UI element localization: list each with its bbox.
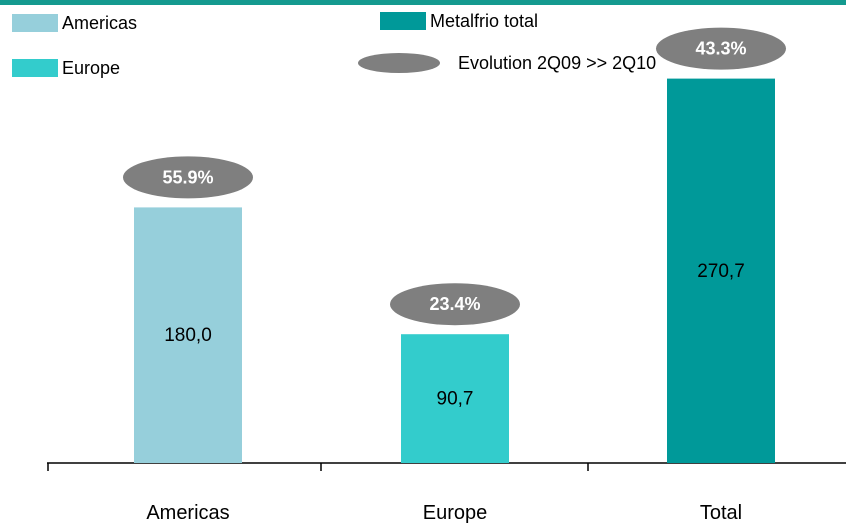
evolution-badge-total [656,27,786,70]
legend-ellipse-evolution [358,53,440,73]
legend-label-europe: Europe [62,58,121,78]
value-label-americas: 180,0 [164,325,212,346]
top-rule [0,0,846,5]
legend-swatch-americas [12,14,58,32]
value-label-total: 270,7 [697,261,745,282]
bar-total [667,78,775,463]
evolution-label-total: 43.3% [695,39,746,59]
evolution-label-europe: 23.4% [429,294,480,314]
bar-europe [401,334,509,463]
legend-swatch-europe [12,59,58,77]
value-label-europe: 90,7 [437,389,474,410]
legend-swatch-metalfrio-total [380,12,426,30]
legend-label-evolution: Evolution 2Q09 >> 2Q10 [458,53,657,73]
evolution-badge-europe [390,283,520,326]
bar-americas [134,207,242,463]
evolution-badge-americas [123,156,253,199]
category-label-americas: Americas [146,502,229,524]
category-label-total: Total [700,502,742,524]
category-label-europe: Europe [423,502,488,524]
evolution-label-americas: 55.9% [162,167,213,187]
legend-label-americas: Americas [62,13,138,33]
legend-label-metalfrio-total: Metalfrio total [430,11,539,31]
